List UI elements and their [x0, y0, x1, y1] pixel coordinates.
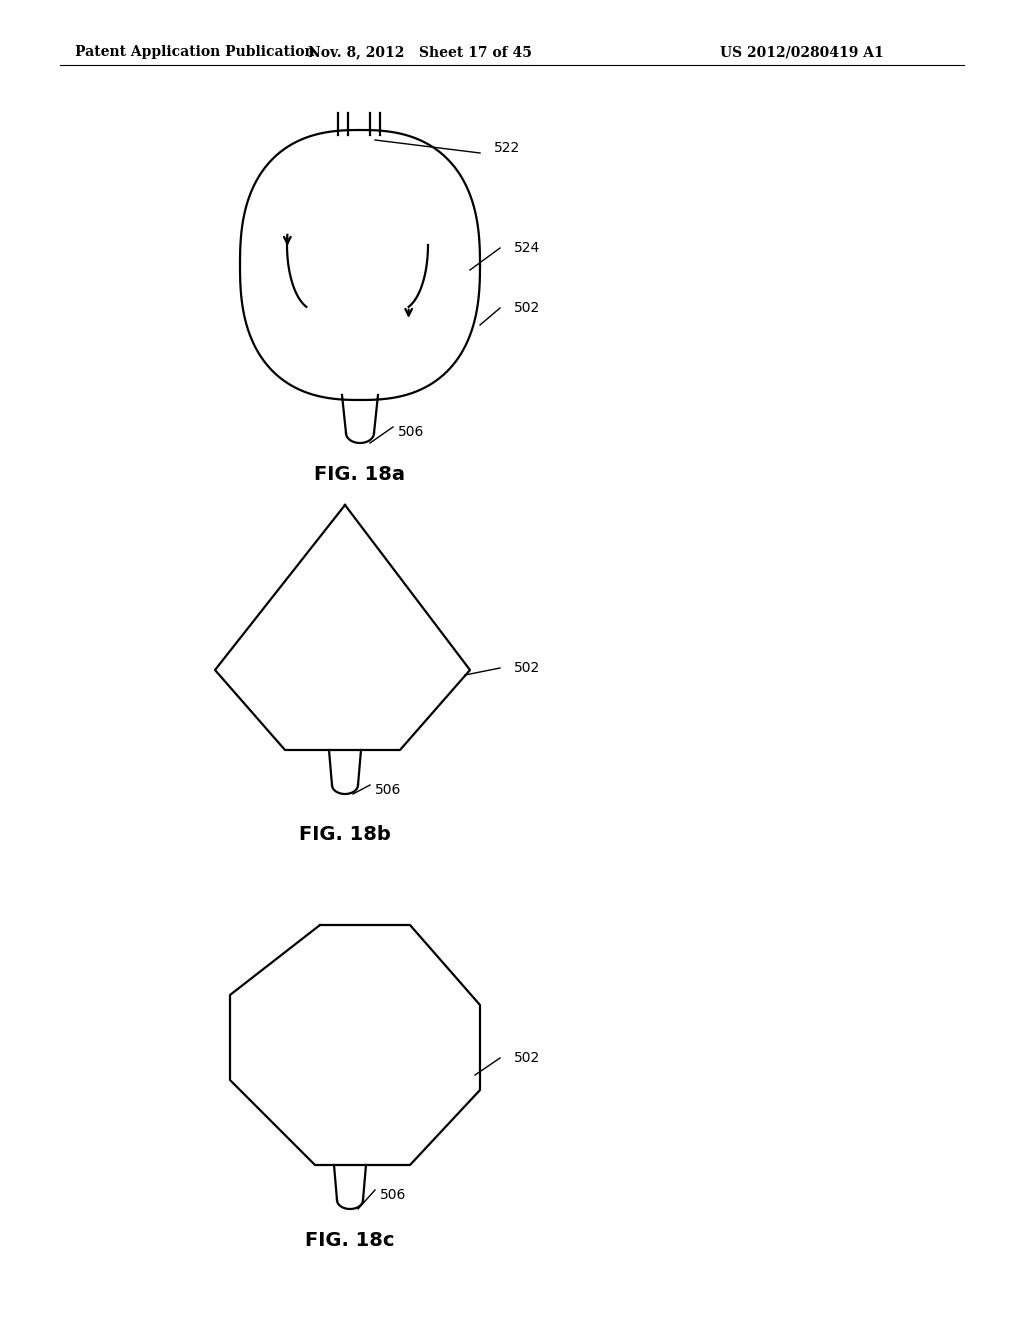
Text: 506: 506 — [375, 783, 401, 797]
Text: 502: 502 — [514, 1051, 541, 1065]
Text: FIG. 18c: FIG. 18c — [305, 1230, 394, 1250]
Text: FIG. 18a: FIG. 18a — [314, 466, 406, 484]
Text: 506: 506 — [398, 425, 424, 440]
Text: 524: 524 — [514, 242, 541, 255]
Text: 522: 522 — [494, 141, 520, 154]
Text: FIG. 18b: FIG. 18b — [299, 825, 391, 845]
Text: 502: 502 — [514, 661, 541, 675]
Text: 502: 502 — [514, 301, 541, 315]
Text: Nov. 8, 2012   Sheet 17 of 45: Nov. 8, 2012 Sheet 17 of 45 — [308, 45, 531, 59]
Text: Patent Application Publication: Patent Application Publication — [75, 45, 314, 59]
Text: 506: 506 — [380, 1188, 407, 1203]
Text: US 2012/0280419 A1: US 2012/0280419 A1 — [720, 45, 884, 59]
